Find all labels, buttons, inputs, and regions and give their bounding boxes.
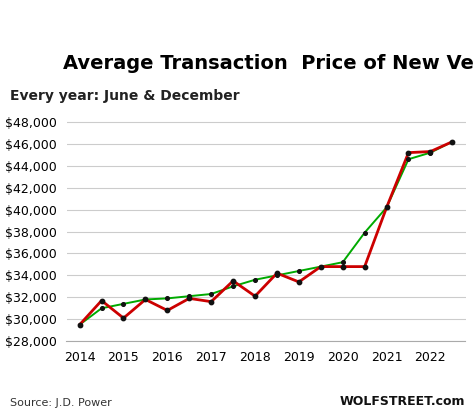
Point xyxy=(120,315,127,322)
Point xyxy=(361,229,369,236)
Point xyxy=(405,149,412,156)
Point xyxy=(251,276,259,283)
Point xyxy=(448,139,456,145)
Point xyxy=(98,305,105,312)
Point xyxy=(317,263,324,270)
Point xyxy=(427,148,434,155)
Point xyxy=(339,263,347,270)
Text: Average Transaction  Price of New Vehicles: Average Transaction Price of New Vehicle… xyxy=(63,54,475,73)
Point xyxy=(448,139,456,145)
Point xyxy=(185,295,193,302)
Point xyxy=(405,156,412,163)
Text: Source: J.D. Power: Source: J.D. Power xyxy=(10,398,111,408)
Point xyxy=(229,283,237,290)
Point xyxy=(383,204,390,211)
Point xyxy=(339,259,347,265)
Point xyxy=(163,295,171,302)
Point xyxy=(317,263,324,270)
Point xyxy=(185,293,193,300)
Text: Every year: June & December: Every year: June & December xyxy=(10,89,239,104)
Point xyxy=(229,277,237,284)
Point xyxy=(142,296,149,303)
Point xyxy=(208,298,215,305)
Point xyxy=(208,291,215,297)
Point xyxy=(76,321,84,328)
Point xyxy=(76,321,84,328)
Point xyxy=(142,296,149,303)
Point xyxy=(295,279,303,285)
Point xyxy=(98,297,105,304)
Point xyxy=(273,270,281,277)
Point xyxy=(383,204,390,211)
Point xyxy=(361,263,369,270)
Point xyxy=(295,267,303,274)
Point xyxy=(120,300,127,307)
Point xyxy=(427,149,434,156)
Point xyxy=(273,272,281,279)
Point xyxy=(163,307,171,314)
Point xyxy=(251,293,259,300)
Text: WOLFSTREET.com: WOLFSTREET.com xyxy=(340,395,466,408)
